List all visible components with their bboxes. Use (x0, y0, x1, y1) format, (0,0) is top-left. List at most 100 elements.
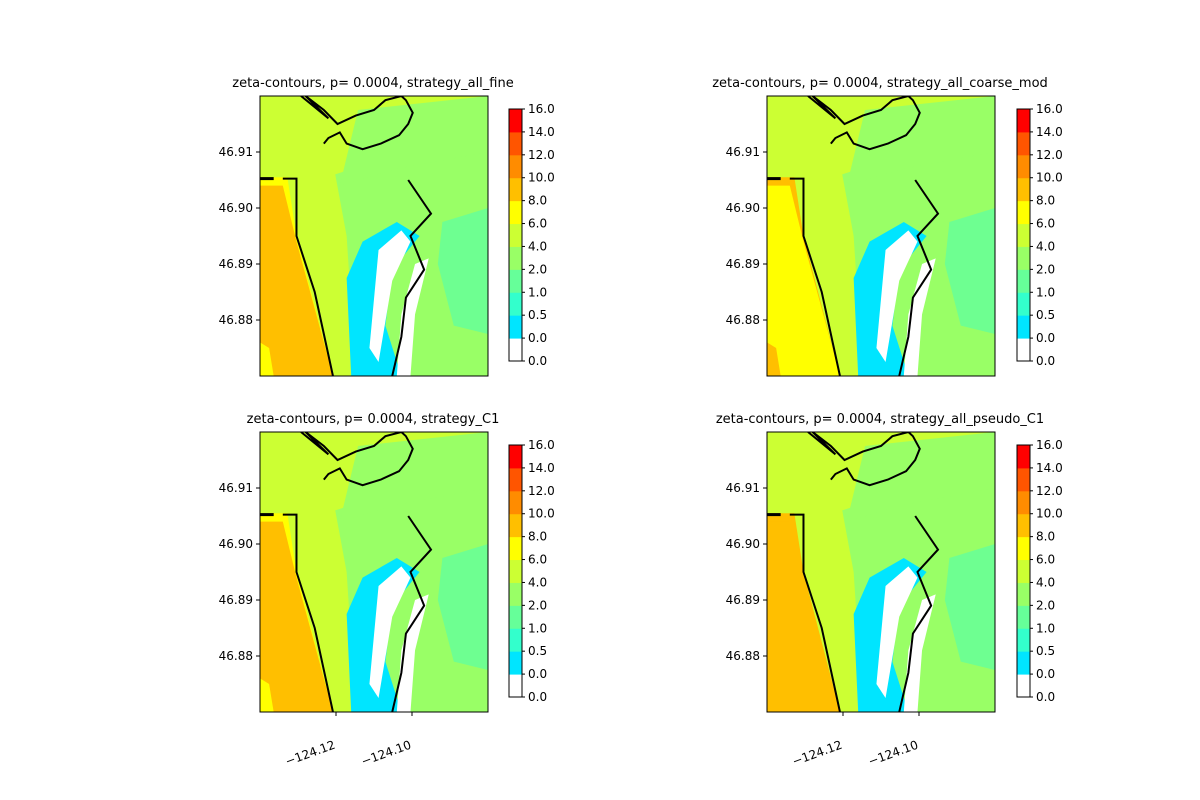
colorbar-segment (509, 605, 522, 629)
coastline (300, 96, 414, 151)
y-tick-label: 46.90 (219, 201, 253, 215)
bay-deep-patch (437, 544, 488, 670)
colorbar-segment (509, 445, 522, 469)
colorbar-tick-label: 12.0 (1036, 484, 1063, 498)
colorbar-tick-label: 2.0 (1036, 262, 1055, 276)
colorbar-frame (1016, 444, 1031, 698)
x-tick-label: −124.12 (790, 738, 844, 769)
bay-deep-patch (944, 208, 995, 334)
colorbar-tick-label: 1.0 (1036, 621, 1055, 635)
colorbar-segment (1017, 445, 1030, 469)
x-tick-label: −124.10 (359, 738, 413, 769)
y-tick-label: 46.91 (219, 145, 253, 159)
colorbar-tick-label: 4.0 (528, 575, 547, 589)
colorbar-segment (1017, 177, 1030, 202)
shoreline (282, 513, 334, 712)
dry-region (876, 566, 918, 698)
colorbar-segment (1017, 490, 1030, 515)
dry-channel-region (396, 594, 429, 712)
colorbar-segment (509, 513, 522, 538)
colorbar-segment (1017, 559, 1030, 583)
subplot-title: zeta-contours, p= 0.0004, strategy_all_c… (712, 76, 1048, 91)
bay-shoreline (898, 179, 940, 376)
colorbar-segment (509, 490, 522, 515)
y-tick-label: 46.88 (219, 313, 253, 327)
colorbar-segment (509, 292, 522, 316)
y-tick-label: 46.88 (726, 313, 760, 327)
colorbar-tick-label: 10.0 (528, 507, 555, 521)
colorbar-tick-label: 6.0 (1036, 553, 1055, 567)
colorbar-segment (509, 628, 522, 652)
colorbar-segment (1017, 292, 1030, 316)
colorbar-segment (1017, 338, 1030, 362)
y-tick-label: 46.89 (726, 593, 760, 607)
colorbar-segment (1017, 269, 1030, 293)
subplot-2: zeta-contours, p= 0.0004, strategy_all_c… (712, 76, 1063, 377)
y-tick-label: 46.88 (726, 649, 760, 663)
shoreline (789, 513, 841, 712)
colorbar-tick-label: 16.0 (528, 438, 555, 452)
y-tick-label: 46.89 (726, 257, 760, 271)
colorbar-segment (509, 109, 522, 133)
colorbar-segment (1017, 223, 1030, 247)
colorbar-tick-label: 0.5 (1036, 644, 1055, 658)
bay-upper-region (339, 96, 488, 186)
colorbar-tick-label: 0.0 (528, 331, 547, 345)
colorbar-segment (509, 651, 522, 675)
colorbar-segment (1017, 467, 1030, 492)
y-tick-label: 46.90 (726, 201, 760, 215)
colorbar-tick-label: 14.0 (528, 125, 555, 139)
colorbar-tick-label: 8.0 (1036, 530, 1055, 544)
colorbar-tick-label: 0.0 (528, 690, 547, 704)
y-tick-label: 46.90 (726, 537, 760, 551)
bay-shoreline (391, 515, 433, 712)
shoreline (282, 177, 334, 376)
colorbar-tick-label: 10.0 (1036, 507, 1063, 521)
axes-frame (766, 431, 996, 713)
colorbar-tick-label: 0.0 (1036, 667, 1055, 681)
colorbar-tick-label: 14.0 (1036, 125, 1063, 139)
coastline (300, 432, 414, 487)
subplot-4: zeta-contours, p= 0.0004, strategy_all_p… (716, 412, 1063, 769)
colorbar-segment (509, 177, 522, 202)
colorbar-tick-label: 16.0 (528, 102, 555, 116)
bay-upper-region (846, 96, 995, 186)
coastline (807, 432, 921, 487)
colorbar-tick-label: 0.0 (1036, 331, 1055, 345)
colorbar-tick-label: 1.0 (1036, 285, 1055, 299)
shoreline (789, 177, 841, 376)
colorbar-segment (1017, 674, 1030, 698)
y-tick-label: 46.91 (726, 145, 760, 159)
colorbar-tick-label: 8.0 (528, 194, 547, 208)
colorbar-tick-label: 0.0 (1036, 690, 1055, 704)
colorbar-segment (509, 582, 522, 606)
colorbar-segment (509, 536, 522, 561)
dry-channel-region (903, 594, 936, 712)
y-tick-label: 46.88 (219, 649, 253, 663)
colorbar-tick-label: 4.0 (528, 239, 547, 253)
colorbar-segment (509, 338, 522, 362)
colorbar-segment (1017, 109, 1030, 133)
offshore-region (260, 521, 333, 712)
subplot-1: zeta-contours, p= 0.0004, strategy_all_f… (219, 76, 555, 377)
subplot-title: zeta-contours, p= 0.0004, strategy_C1 (247, 412, 500, 427)
colorbar-segment (509, 559, 522, 583)
colorbar-tick-label: 0.0 (528, 354, 547, 368)
colorbar-segment (509, 269, 522, 293)
colorbar-segment (509, 200, 522, 225)
colorbar-segment (509, 223, 522, 247)
colorbar-tick-label: 0.5 (528, 644, 547, 658)
colorbar-segment (1017, 628, 1030, 652)
contour-field (767, 432, 995, 712)
dry-region (369, 230, 411, 362)
colorbar-tick-label: 6.0 (528, 217, 547, 231)
colorbar-tick-label: 14.0 (1036, 461, 1063, 475)
colorbar-tick-label: 1.0 (528, 285, 547, 299)
dry-region (369, 566, 411, 698)
colorbar-segment (1017, 246, 1030, 270)
colorbar-tick-label: 12.0 (528, 148, 555, 162)
offshore-region (767, 185, 840, 376)
colorbar-tick-label: 0.5 (528, 308, 547, 322)
colorbar-tick-label: 2.0 (1036, 598, 1055, 612)
colorbar-tick-label: 14.0 (528, 461, 555, 475)
